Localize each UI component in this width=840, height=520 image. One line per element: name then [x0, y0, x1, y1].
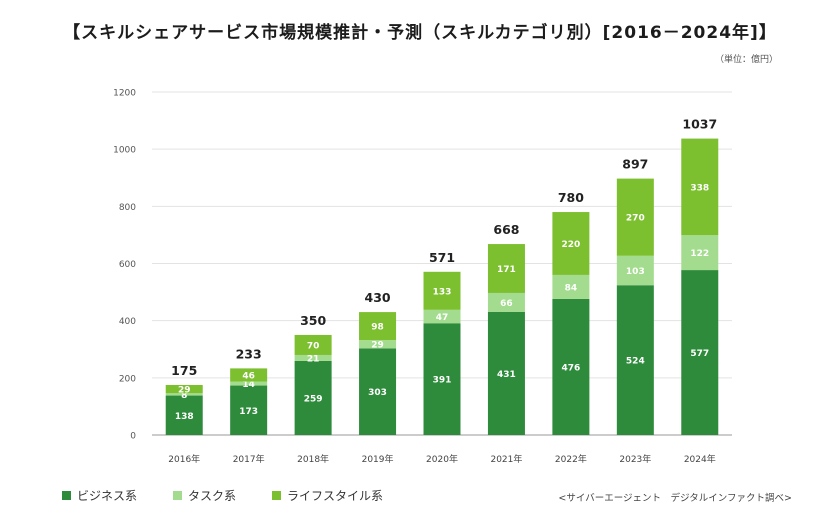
y-tick-label: 1000	[113, 146, 136, 156]
bar-segment-task	[616, 255, 654, 286]
x-tick-label: 2016年	[168, 453, 200, 465]
bar-segment-lifestyle	[230, 368, 268, 382]
data-label-task: 8	[181, 391, 187, 401]
bar-segment-lifestyle	[487, 244, 525, 293]
data-label-business: 431	[497, 370, 516, 380]
legend-label-task: タスク系	[188, 489, 237, 503]
bar-segment-lifestyle	[681, 138, 719, 236]
bar-segment-business	[165, 395, 203, 435]
y-tick-label: 200	[119, 374, 136, 384]
bar-segment-task	[552, 274, 590, 299]
data-label-business: 391	[433, 376, 452, 386]
data-label-task: 122	[690, 249, 709, 259]
bar-segment-lifestyle	[294, 334, 332, 355]
data-label-task: 103	[626, 267, 645, 277]
data-label-business: 303	[368, 388, 387, 398]
x-tick-label: 2018年	[297, 453, 329, 465]
bar-segment-business	[359, 348, 397, 435]
chart-legend: ビジネス系 タスク系 ライフスタイル系	[62, 487, 383, 504]
bar-segment-lifestyle	[423, 271, 461, 310]
total-label: 780	[558, 190, 584, 205]
data-label-lifestyle: 133	[433, 287, 452, 297]
data-label-task: 47	[436, 313, 449, 323]
x-tick-label: 2021年	[490, 453, 522, 465]
x-tick-label: 2024年	[684, 453, 716, 465]
x-tick-label: 2022年	[555, 453, 587, 465]
bar-segment-task	[423, 309, 461, 324]
data-label-lifestyle: 220	[561, 240, 580, 250]
total-label: 350	[300, 313, 326, 328]
legend-swatch-business	[62, 491, 71, 500]
data-label-task: 29	[371, 341, 384, 351]
legend-item-business: ビジネス系	[62, 487, 137, 504]
bar-segment-business	[487, 311, 525, 435]
bar-segment-business	[616, 285, 654, 435]
bar-segment-task	[165, 393, 203, 396]
total-label: 430	[365, 290, 391, 305]
y-tick-label: 0	[130, 432, 136, 442]
bar-segment-task	[359, 340, 397, 349]
data-label-task: 21	[307, 354, 320, 364]
bar-segment-lifestyle	[616, 178, 654, 256]
total-label: 668	[493, 222, 519, 237]
x-tick-label: 2019年	[362, 453, 394, 465]
total-label: 571	[429, 250, 455, 265]
bar-segment-task	[681, 235, 719, 271]
data-label-lifestyle: 29	[178, 386, 191, 396]
bar-segment-task	[487, 292, 525, 312]
data-label-lifestyle: 70	[307, 341, 320, 351]
bar-segment-lifestyle	[552, 212, 590, 275]
data-label-lifestyle: 338	[690, 183, 709, 193]
data-label-task: 14	[242, 380, 255, 390]
total-label: 233	[236, 346, 262, 361]
bar-segment-business	[230, 385, 268, 435]
y-tick-label: 600	[119, 260, 136, 270]
data-label-business: 259	[304, 394, 323, 404]
data-label-lifestyle: 171	[497, 265, 516, 275]
legend-label-business: ビジネス系	[77, 489, 138, 503]
legend-swatch-lifestyle	[272, 491, 282, 500]
bar-segment-business	[552, 298, 590, 435]
unit-note: （単位：億円）	[714, 55, 778, 65]
chart-title: 【スキルシェアサービス市場規模推計・予測（スキルカテゴリ別）[2016－2024…	[63, 23, 777, 43]
total-label: 897	[622, 157, 648, 172]
legend-swatch-task	[173, 491, 183, 500]
data-label-business: 577	[690, 349, 709, 359]
bar-segment-lifestyle	[359, 312, 397, 341]
y-tick-label: 400	[119, 317, 136, 327]
bar-segment-business	[423, 323, 461, 435]
bar-segment-lifestyle	[165, 384, 203, 394]
x-tick-label: 2020年	[426, 453, 458, 465]
data-label-business: 138	[175, 412, 194, 422]
total-label: 175	[171, 363, 197, 378]
data-label-lifestyle: 98	[371, 323, 384, 333]
legend-item-task: タスク系	[173, 487, 236, 504]
legend-item-lifestyle: ライフスタイル系	[272, 487, 383, 504]
x-tick-label: 2017年	[233, 453, 265, 465]
data-label-business: 476	[561, 363, 580, 373]
data-label-business: 524	[626, 357, 645, 367]
data-label-business: 173	[239, 407, 258, 417]
bar-segment-business	[294, 360, 332, 435]
data-label-lifestyle: 270	[626, 214, 645, 224]
legend-label-lifestyle: ライフスタイル系	[287, 489, 384, 503]
total-label: 1037	[682, 117, 717, 132]
bar-segment-task	[230, 381, 268, 386]
bar-segment-business	[681, 270, 719, 435]
data-label-task: 66	[500, 299, 513, 309]
bar-segment-task	[294, 354, 332, 361]
data-label-task: 84	[565, 283, 578, 293]
x-tick-label: 2023年	[619, 453, 651, 465]
y-tick-label: 800	[119, 203, 136, 213]
data-label-lifestyle: 46	[242, 371, 255, 381]
source-note: <サイバーエージェント デジタルインファクト調べ>	[558, 493, 792, 504]
y-tick-label: 1200	[113, 89, 136, 99]
